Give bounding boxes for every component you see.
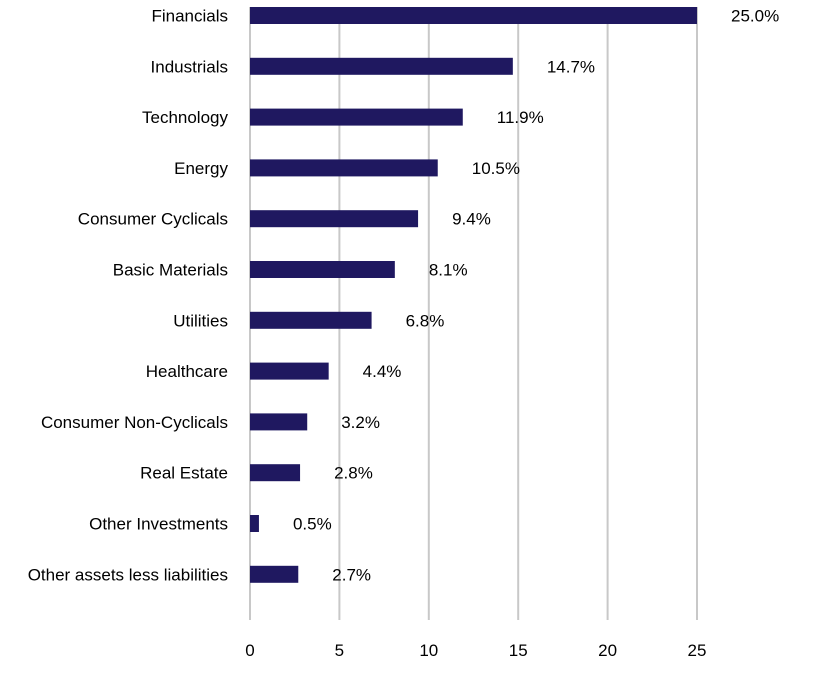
bar: [250, 565, 299, 583]
data-label: 2.7%: [332, 565, 371, 584]
category-label: Industrials: [151, 57, 228, 76]
category-label: Energy: [174, 159, 228, 178]
data-label: 14.7%: [547, 57, 595, 76]
category-labels: Financials Industrials Technology Energy Con…: [28, 7, 229, 585]
bar: [250, 311, 372, 329]
bar: [250, 210, 419, 228]
x-tick-label: 25: [688, 641, 707, 660]
data-label: 4.4%: [363, 362, 402, 381]
data-label: 10.5%: [472, 159, 520, 178]
data-label: 0.5%: [293, 515, 332, 534]
data-label: 6.8%: [406, 311, 445, 330]
category-label: Consumer Non-Cyclicals: [41, 413, 228, 432]
bar: [250, 57, 513, 75]
data-label: 8.1%: [429, 261, 468, 280]
bar: [250, 515, 259, 532]
category-label: Real Estate: [140, 464, 228, 483]
bar: [250, 7, 697, 24]
category-label: Utilities: [173, 311, 228, 330]
category-label: Basic Materials: [113, 261, 228, 280]
category-label: Healthcare: [146, 362, 228, 381]
x-tick-label: 20: [598, 641, 617, 660]
x-tick-labels: 0 5 10 15 20 25: [245, 641, 706, 660]
category-label: Technology: [142, 108, 229, 127]
category-label: Other assets less liabilities: [28, 565, 228, 584]
category-label: Financials: [151, 7, 228, 26]
x-tick-label: 10: [419, 641, 438, 660]
data-label: 9.4%: [452, 210, 491, 229]
data-labels: 25.0% 14.7% 11.9% 10.5% 9.4% 8.1% 6.8% 4.4% 3.2%…: [293, 7, 779, 585]
data-label: 25.0%: [731, 7, 779, 26]
bar: [250, 108, 463, 126]
x-tick-label: 5: [335, 641, 344, 660]
data-label: 3.2%: [341, 413, 380, 432]
category-label: Consumer Cyclicals: [78, 210, 228, 229]
bar: [250, 159, 438, 177]
bar: [250, 464, 301, 482]
x-tick-label: 15: [509, 641, 528, 660]
bar: [250, 413, 308, 431]
data-label: 11.9%: [497, 108, 544, 127]
bars: [250, 7, 697, 583]
bar: [250, 261, 395, 278]
data-label: 2.8%: [334, 464, 373, 483]
bar: [250, 362, 329, 380]
category-label: Other Investments: [89, 515, 228, 534]
x-tick-label: 0: [245, 641, 254, 660]
